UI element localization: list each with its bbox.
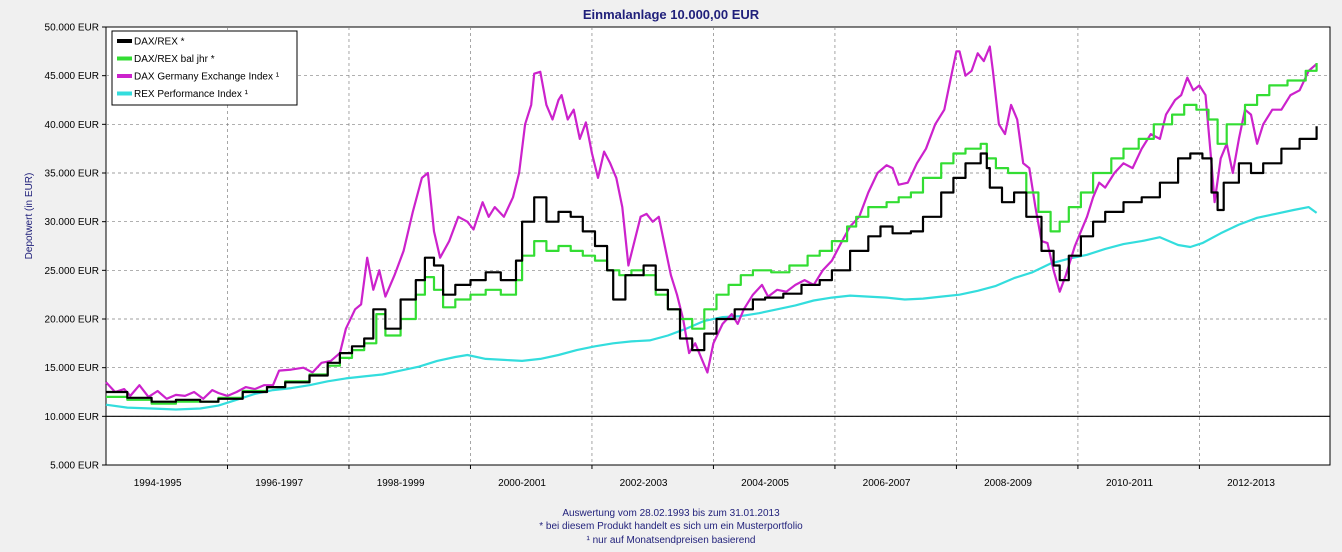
plot-area bbox=[105, 26, 1331, 466]
y-tick-label: 45.000 EUR bbox=[45, 71, 99, 82]
y-tick-label: 30.000 EUR bbox=[45, 217, 99, 228]
series-layer bbox=[105, 45, 1318, 411]
x-tick-label: 1998-1999 bbox=[377, 478, 425, 489]
x-tick-label: 2008-2009 bbox=[984, 478, 1032, 489]
y-tick-label: 35.000 EUR bbox=[45, 169, 99, 180]
grid bbox=[106, 27, 1330, 465]
y-tick-label: 15.000 EUR bbox=[45, 363, 99, 374]
y-axis-label: Depotwert (in EUR) bbox=[24, 173, 35, 260]
footnote-monthly: ¹ nur auf Monatsendpreisen basierend bbox=[587, 535, 756, 546]
x-tick-label: 2002-2003 bbox=[620, 478, 668, 489]
y-tick-label: 20.000 EUR bbox=[45, 315, 99, 326]
y-tick-label: 5.000 EUR bbox=[50, 461, 99, 472]
x-tick-label: 2000-2001 bbox=[498, 478, 546, 489]
y-tick-label: 25.000 EUR bbox=[45, 266, 99, 277]
footnote-portfolio: * bei diesem Produkt handelt es sich um … bbox=[539, 521, 803, 532]
series-line-3 bbox=[105, 206, 1318, 411]
x-tick-label: 1994-1995 bbox=[134, 478, 182, 489]
x-tick-label: 2012-2013 bbox=[1227, 478, 1275, 489]
y-tick-label: 10.000 EUR bbox=[45, 412, 99, 423]
series-line-1 bbox=[106, 63, 1318, 405]
legend-box bbox=[111, 30, 298, 106]
x-tick-label: 2006-2007 bbox=[863, 478, 911, 489]
y-tick-label: 50.000 EUR bbox=[45, 23, 99, 34]
y-tick-label: 40.000 EUR bbox=[45, 120, 99, 131]
legend-entry: DAX/REX * bbox=[134, 37, 185, 48]
series-line-0 bbox=[106, 126, 1318, 403]
legend-entry: REX Performance Index ¹ bbox=[134, 89, 249, 100]
x-tick-label: 1996-1997 bbox=[255, 478, 303, 489]
legend-entry: DAX Germany Exchange Index ¹ bbox=[134, 72, 280, 83]
chart-title: Einmalanlage 10.000,00 EUR bbox=[583, 7, 760, 22]
axes: 5.000 EUR 10.000 EUR 15.000 EUR 20.000 EUR 2… bbox=[45, 23, 1276, 490]
series-line-2 bbox=[105, 45, 1318, 400]
x-tick-label: 2004-2005 bbox=[741, 478, 789, 489]
footnote-period: Auswertung vom 28.02.1993 bis zum 31.01.… bbox=[562, 508, 780, 519]
legend: DAX/REX * DAX/REX bal jhr * DAX Germany Ex… bbox=[111, 30, 298, 106]
footnotes: Auswertung vom 28.02.1993 bis zum 31.01.… bbox=[539, 508, 803, 546]
x-tick-label: 2010-2011 bbox=[1106, 478, 1154, 489]
legend-entry: DAX/REX bal jhr * bbox=[134, 54, 215, 65]
